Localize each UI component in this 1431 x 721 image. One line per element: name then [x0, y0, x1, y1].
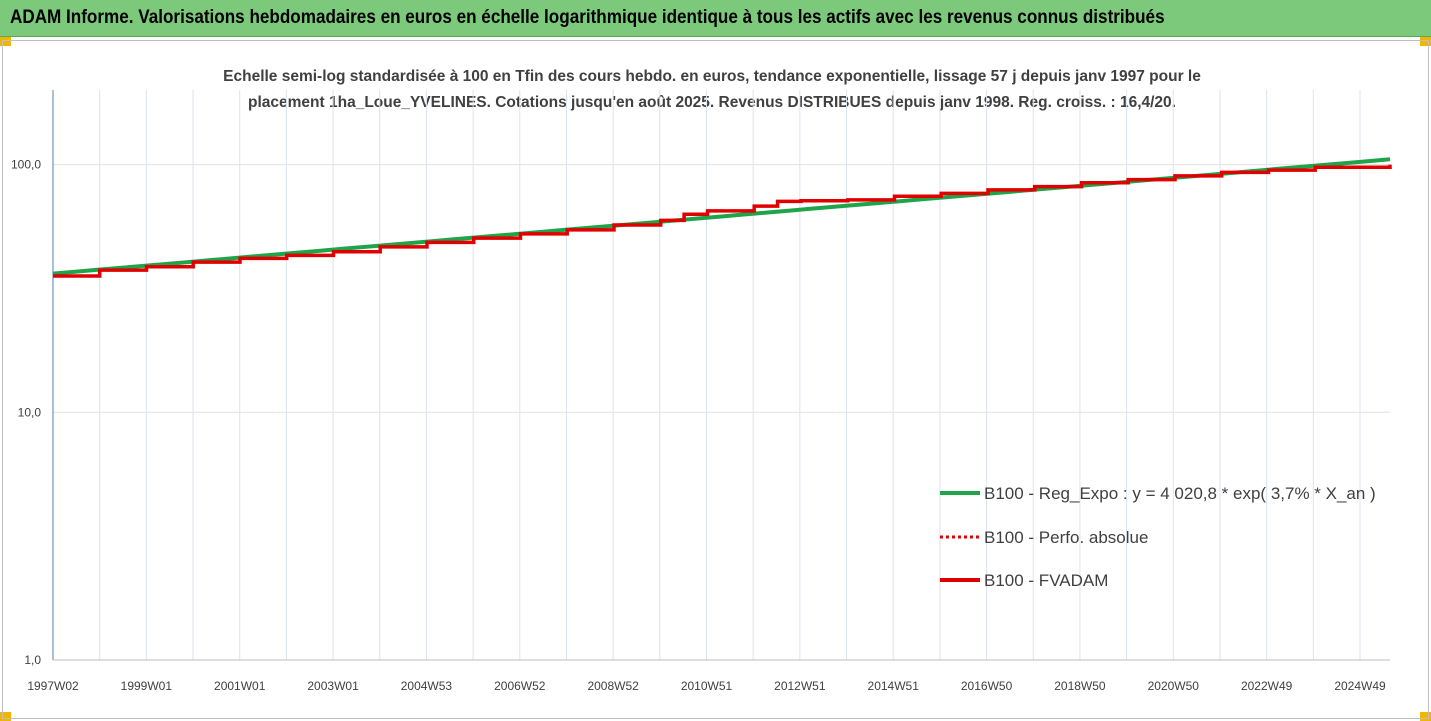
chart-frame	[2, 40, 1429, 719]
series-line-3	[53, 164, 1392, 278]
y-tick-label: 10,0	[18, 405, 42, 419]
x-tick-label: 2024W49	[1334, 679, 1386, 693]
chart-title-line-1: Echelle semi-log standardisée à 100 en T…	[223, 68, 1201, 85]
legend-label-1: B100 - Reg_Expo : y = 4 020,8 * exp( 3,7…	[984, 484, 1376, 503]
x-tick-label: 2022W49	[1241, 679, 1293, 693]
legend-label-2: B100 - Perfo. absolue	[984, 528, 1148, 547]
x-tick-label: 2001W01	[214, 679, 266, 693]
y-tick-label: 100,0	[11, 158, 41, 172]
x-tick-label: 2008W52	[587, 679, 639, 693]
y-tick-label: 1,0	[24, 653, 41, 667]
corner-marker-bottom-right	[1420, 712, 1431, 721]
x-tick-label: 2003W01	[307, 679, 359, 693]
chart-title: Echelle semi-log standardisée à 100 en T…	[223, 68, 1201, 111]
x-tick-label: 2006W52	[494, 679, 546, 693]
corner-marker-bottom-left	[0, 712, 11, 721]
x-tick-label: 2004W53	[401, 679, 453, 693]
chart-axes: 1,0 10,0 100,0 1997W02 1999W01 2001W01 2003W01…	[11, 90, 1390, 693]
x-tick-label: 1997W02	[27, 679, 79, 693]
x-tick-label: 2016W50	[961, 679, 1013, 693]
chart-title-line-2: placement 1ha_Loue_YVELINES. Cotations j…	[248, 94, 1176, 111]
x-tick-label: 2020W50	[1148, 679, 1200, 693]
x-tick-label: 2010W51	[681, 679, 733, 693]
x-tick-label: 2014W51	[868, 679, 920, 693]
corner-marker-top-left	[0, 37, 11, 46]
report-title: ADAM Informe. Valorisations hebdomadaire…	[10, 7, 1165, 28]
corner-marker-top-right	[1420, 37, 1431, 46]
report-header-banner: ADAM Informe. Valorisations hebdomadaire…	[0, 0, 1431, 37]
legend-label-3: B100 - FVADAM	[984, 571, 1108, 590]
chart-grid	[52, 90, 1390, 661]
x-tick-label: 2012W51	[774, 679, 826, 693]
x-tick-label: 1999W01	[121, 679, 173, 693]
chart-legend: B100 - Reg_Expo : y = 4 020,8 * exp( 3,7…	[940, 484, 1376, 590]
chart-series	[52, 157, 1392, 278]
x-tick-label: 2018W50	[1054, 679, 1106, 693]
